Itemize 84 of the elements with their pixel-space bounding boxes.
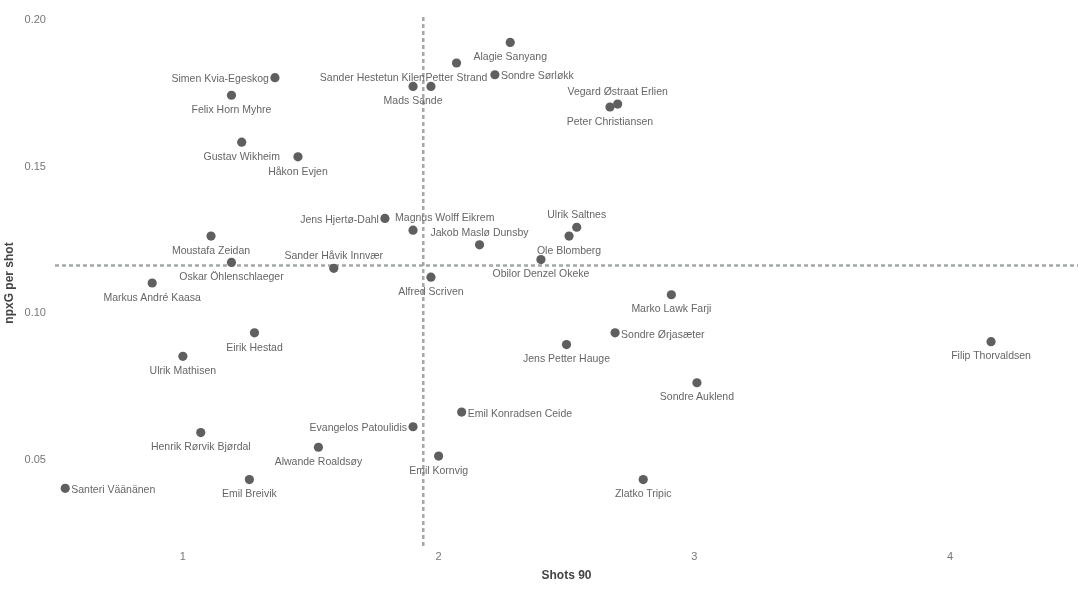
point — [60, 483, 70, 493]
annotation: Filip Thorvaldsen — [951, 349, 1032, 362]
y-tick-label: 0.10 — [24, 306, 46, 319]
annotation: Vegard Østraat Erlien — [567, 84, 668, 97]
annotation: Sondre Ørjasæter — [621, 327, 706, 340]
point — [474, 240, 485, 250]
point — [237, 137, 247, 147]
point — [226, 257, 237, 268]
annotation: Petter Strand — [425, 70, 488, 83]
annotation: Jens Hjertø-Dahl — [300, 213, 379, 226]
annotation: Alagie Sanyang — [473, 50, 548, 63]
point — [329, 263, 339, 273]
annotation: Magnus Wolff Eikrem — [395, 210, 495, 223]
point — [434, 451, 444, 461]
point — [313, 442, 324, 452]
point — [408, 81, 418, 92]
point — [426, 81, 436, 92]
annotation: Ulrik Mathisen — [149, 364, 217, 377]
point — [561, 340, 572, 350]
point — [536, 254, 546, 265]
annotation: Henrik Rørvik Bjørdal — [150, 440, 251, 453]
point — [490, 70, 500, 80]
annotation: Sondre Sørløkk — [500, 69, 575, 82]
point — [226, 90, 237, 100]
point — [564, 231, 574, 241]
point — [147, 278, 157, 288]
annotation: Moustafa Zeidan — [171, 243, 251, 256]
point — [572, 222, 582, 232]
point — [610, 328, 620, 338]
annotation: Sander Hestetun Kilen — [319, 71, 426, 84]
x-axis-title: Shots 90 — [541, 568, 592, 582]
annotation: Ulrik Saltnes — [547, 207, 607, 220]
x-tick-label: 4 — [947, 550, 954, 562]
point — [178, 351, 188, 361]
point — [638, 474, 648, 485]
point — [380, 213, 390, 224]
point — [457, 407, 467, 417]
y-tick-label: 0.20 — [24, 12, 46, 25]
annotation: Eirik Hestad — [226, 340, 283, 353]
annotation: Peter Christiansen — [566, 114, 654, 127]
point — [613, 99, 623, 109]
annotation: Zlatko Tripic — [614, 487, 672, 500]
annotation: Alwande Roaldsøy — [274, 454, 363, 467]
annotation: Oskar Öhlenschlaeger — [179, 270, 285, 283]
annotation: Felix Horn Myhre — [191, 102, 272, 115]
annotation: Sondre Auklend — [659, 390, 735, 403]
annotation: Alfred Scriven — [398, 284, 464, 297]
y-tick-label: 0.05 — [24, 452, 46, 465]
annotation: Jens Petter Hauge — [523, 352, 611, 365]
annotation: Gustav Wikheim — [203, 149, 281, 162]
point — [244, 474, 254, 485]
point — [408, 422, 418, 432]
annotation: Markus André Kaasa — [103, 290, 202, 303]
annotation: Mads Sande — [383, 94, 443, 107]
annotation: Simen Kvia-Egeskog — [171, 72, 270, 85]
annotation: Ole Blomberg — [536, 243, 602, 256]
annotation: Emil Breivik — [221, 487, 278, 500]
point — [666, 290, 676, 300]
point — [451, 58, 462, 68]
point — [206, 231, 216, 241]
annotation: Santeri Väänänen — [71, 483, 156, 496]
annotation: Marko Lawk Farji — [631, 302, 712, 315]
annotation: Håkon Evjen — [268, 164, 328, 177]
point — [692, 378, 702, 388]
annotation: Evangelos Patoulidis — [309, 421, 408, 434]
point — [196, 428, 206, 438]
y-tick-label: 0.15 — [24, 159, 46, 172]
point — [505, 37, 515, 48]
annotation: Sander Håvik Innvær — [284, 249, 384, 262]
point — [408, 225, 418, 235]
point — [249, 328, 260, 338]
annotation: Jakob Maslø Dunsby — [430, 225, 530, 238]
annotation: Emil Konradsen Ceide — [467, 406, 573, 419]
x-tick-label: 3 — [691, 550, 698, 562]
y-axis-title: npxG per shot — [2, 242, 16, 324]
x-tick-label: 2 — [435, 550, 442, 562]
point — [270, 73, 280, 83]
point — [605, 102, 615, 112]
annotation: Emil Kornvig — [409, 463, 469, 476]
point — [293, 152, 303, 162]
annotation: Obilor Denzel Okeke — [492, 267, 590, 280]
point — [426, 272, 436, 282]
point — [986, 337, 996, 347]
x-tick-label: 1 — [179, 550, 186, 562]
